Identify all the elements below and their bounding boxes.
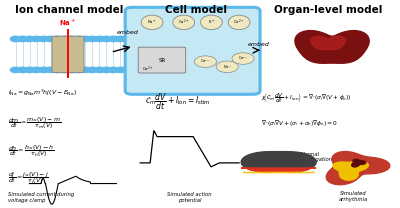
Circle shape — [10, 36, 21, 42]
Circle shape — [24, 36, 35, 42]
Text: $I_{\mathrm{Na}} = g_{\mathrm{Na}}m^3hj(V - E_{\mathrm{Na}})$: $I_{\mathrm{Na}} = g_{\mathrm{Na}}m^3hj(… — [8, 88, 77, 98]
Circle shape — [66, 67, 77, 73]
Circle shape — [45, 67, 56, 73]
Text: Normal
propagation: Normal propagation — [300, 151, 332, 162]
Text: Ca$^{2+}$: Ca$^{2+}$ — [178, 18, 190, 27]
Text: Ca$^{2+}$: Ca$^{2+}$ — [142, 64, 154, 73]
Polygon shape — [352, 159, 366, 167]
Text: $\dfrac{dh}{dt} = \dfrac{h_\infty(V)-h}{\tau_h(V)}$: $\dfrac{dh}{dt} = \dfrac{h_\infty(V)-h}{… — [8, 143, 55, 159]
Polygon shape — [326, 152, 390, 185]
Text: $\mathcal{C}_m\dfrac{dV}{dt} + I_{\mathrm{ion}} = I_{\mathrm{stim}}$: $\mathcal{C}_m\dfrac{dV}{dt} + I_{\mathr… — [145, 92, 210, 112]
Circle shape — [216, 61, 238, 73]
Circle shape — [73, 67, 84, 73]
Text: Simulated current during
voltage clamp: Simulated current during voltage clamp — [8, 192, 74, 203]
Circle shape — [52, 67, 63, 73]
Polygon shape — [333, 161, 368, 180]
Circle shape — [87, 67, 98, 73]
Text: embed: embed — [248, 42, 270, 47]
Text: Na$^+$: Na$^+$ — [147, 19, 157, 26]
Polygon shape — [241, 152, 316, 172]
Text: Simulated action
potential: Simulated action potential — [167, 192, 212, 203]
Text: Organ-level model: Organ-level model — [274, 5, 382, 15]
Ellipse shape — [200, 15, 222, 30]
Circle shape — [194, 56, 216, 67]
Circle shape — [18, 36, 28, 42]
Circle shape — [108, 67, 118, 73]
Circle shape — [59, 67, 70, 73]
Circle shape — [101, 36, 112, 42]
Circle shape — [80, 67, 91, 73]
Text: K$^+$: K$^+$ — [208, 19, 215, 26]
Circle shape — [87, 36, 98, 42]
Text: Ion channel model: Ion channel model — [15, 5, 123, 15]
Circle shape — [115, 67, 126, 73]
Circle shape — [232, 53, 254, 64]
Circle shape — [18, 67, 28, 73]
FancyBboxPatch shape — [52, 36, 84, 73]
Circle shape — [32, 36, 42, 42]
Ellipse shape — [173, 15, 194, 30]
Circle shape — [94, 36, 105, 42]
Text: Cell model: Cell model — [164, 5, 226, 15]
Circle shape — [38, 36, 49, 42]
Circle shape — [73, 36, 84, 42]
Text: Ca$^{2+}$: Ca$^{2+}$ — [238, 55, 248, 62]
Text: Na$^+$: Na$^+$ — [59, 17, 77, 27]
Text: Simulated
arrhythmia: Simulated arrhythmia — [339, 191, 368, 202]
Text: $\chi\!\left(\mathcal{C}_m\dfrac{dV}{dt} + I_{\mathrm{ion}}\right) = \nabla\!\cd: $\chi\!\left(\mathcal{C}_m\dfrac{dV}{dt}… — [261, 90, 352, 105]
FancyBboxPatch shape — [138, 47, 186, 73]
Circle shape — [80, 36, 91, 42]
Polygon shape — [241, 168, 316, 172]
Circle shape — [24, 67, 35, 73]
FancyBboxPatch shape — [125, 7, 260, 94]
Text: Ca$^{2+}$: Ca$^{2+}$ — [200, 58, 211, 65]
Text: SR: SR — [158, 58, 166, 63]
Circle shape — [108, 36, 118, 42]
Circle shape — [66, 36, 77, 42]
Text: Ca$^{2+}$: Ca$^{2+}$ — [234, 18, 245, 27]
Text: $\nabla\!\cdot\!(\sigma_i\nabla V + (\sigma_i+\sigma_e)\nabla\phi_e) = 0$: $\nabla\!\cdot\!(\sigma_i\nabla V + (\si… — [261, 119, 338, 129]
Circle shape — [59, 36, 70, 42]
Polygon shape — [295, 31, 369, 63]
Circle shape — [94, 67, 105, 73]
Ellipse shape — [141, 15, 163, 30]
Polygon shape — [311, 36, 346, 50]
Circle shape — [32, 67, 42, 73]
Text: $\dfrac{dm}{dt} = \dfrac{m_\infty(V)-m}{\tau_m(V)}$: $\dfrac{dm}{dt} = \dfrac{m_\infty(V)-m}{… — [8, 115, 61, 131]
Circle shape — [52, 36, 63, 42]
Circle shape — [115, 36, 126, 42]
Text: $\dfrac{dj}{dt} = \dfrac{j_\infty(V)-j}{\tau_j(V)}$: $\dfrac{dj}{dt} = \dfrac{j_\infty(V)-j}{… — [8, 171, 49, 188]
Ellipse shape — [228, 15, 250, 30]
Circle shape — [45, 36, 56, 42]
Text: Na$^+$: Na$^+$ — [223, 63, 232, 71]
Circle shape — [101, 67, 112, 73]
Text: embed: embed — [116, 30, 138, 35]
Circle shape — [10, 67, 21, 73]
Circle shape — [38, 67, 49, 73]
